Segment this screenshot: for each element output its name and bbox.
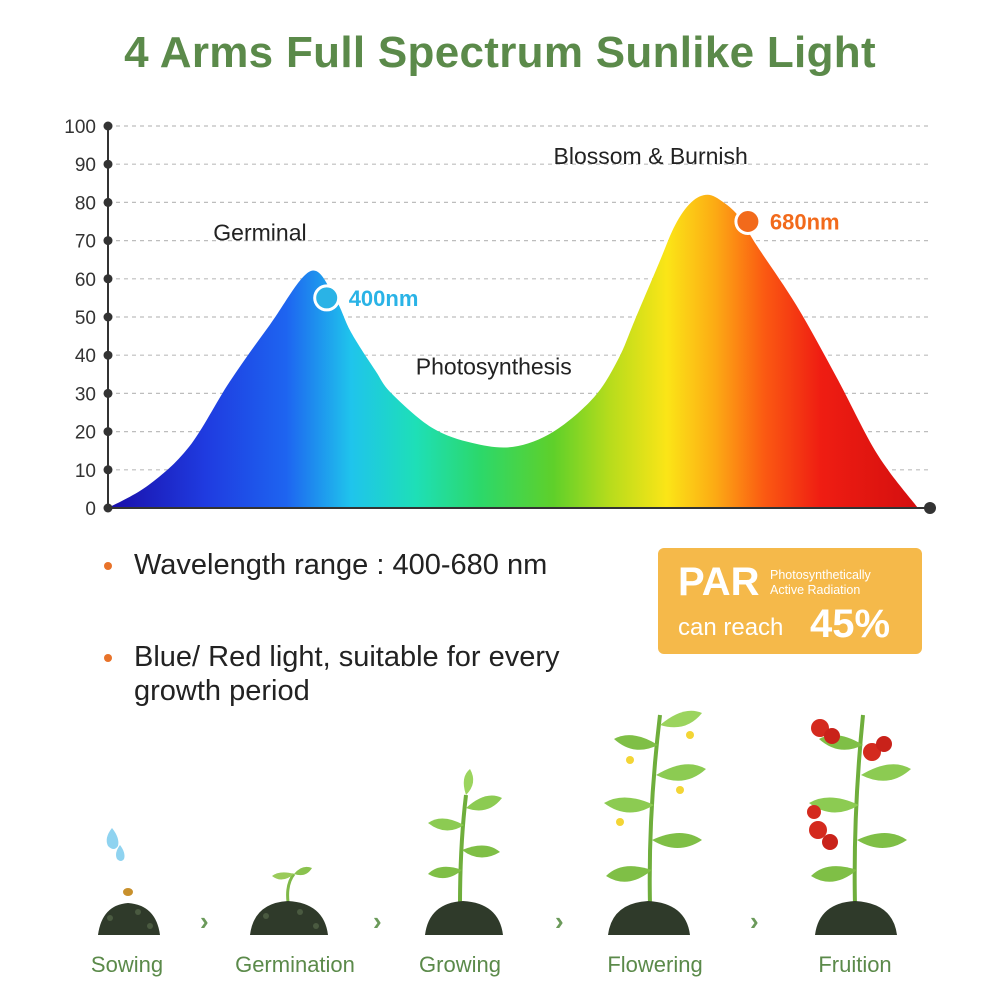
par-desc-line: Photosynthetically [770,568,871,582]
wavelength-marker [734,208,762,235]
stage-arrow-icon: › [200,906,209,936]
stage-label-flowering: Flowering [607,952,703,977]
y-tick-label: 60 [75,270,96,291]
x-axis-end-dot [924,502,936,514]
stage-arrow-icon: › [555,906,564,936]
annotations: Germinal Photosynthesis Blossom & Burnish [213,143,748,379]
y-tick-labels: 0 10 20 30 40 50 60 70 80 90 100 [64,117,96,520]
wavelength-label: 400nm [349,286,419,311]
chart-annotation: Germinal [213,220,306,246]
chart-annotation: Photosynthesis [416,353,572,379]
par-description: Photosynthetically Active Radiation [770,568,910,598]
chart-annotation: Blossom & Burnish [554,143,748,169]
y-tick-label: 40 [75,346,96,367]
stage-arrow-icon: › [750,906,759,936]
feature-growth: Blue/ Red light, suitable for every grow… [104,640,564,708]
par-badge: PAR Photosynthetically Active Radiation … [658,548,922,654]
page-title: 4 Arms Full Spectrum Sunlike Light [124,28,876,77]
axes [103,121,936,514]
wavelength-marker [313,284,341,312]
feature-text: Blue/ Red light, suitable for every grow… [134,641,560,707]
wavelength-markers: 400nm 680nm [313,208,840,312]
stage-label-fruition: Fruition [818,952,892,977]
y-tick-label: 50 [75,308,96,329]
bullet-dot-icon [104,562,112,570]
wavelength-label: 680nm [770,210,840,235]
y-tick-label: 90 [75,155,96,176]
par-desc-line: Active Radiation [770,583,861,597]
spectrum-area [108,194,918,508]
feature-text: Wavelength range : 400-680 nm [134,549,548,581]
bullet-dot-icon [104,654,112,662]
feature-wavelength: Wavelength range : 400-680 nm [104,548,654,582]
stage-label-sowing: Sowing [90,952,164,977]
stage-arrow-icon: › [373,906,382,936]
y-tick-label: 30 [75,384,96,405]
par-word: PAR [678,560,760,604]
par-percent: 45% [810,602,891,646]
par-reach-text: can reach [678,614,784,641]
y-tick-label: 80 [75,193,96,214]
y-tick-label: 70 [75,232,96,253]
stage-label-germination: Germination [235,952,355,977]
y-tick-label: 0 [85,499,96,520]
y-tick-label: 20 [75,423,96,444]
y-tick-label: 10 [75,461,96,482]
stage-label-growing: Growing [419,952,501,977]
y-tick-label: 100 [64,117,96,138]
